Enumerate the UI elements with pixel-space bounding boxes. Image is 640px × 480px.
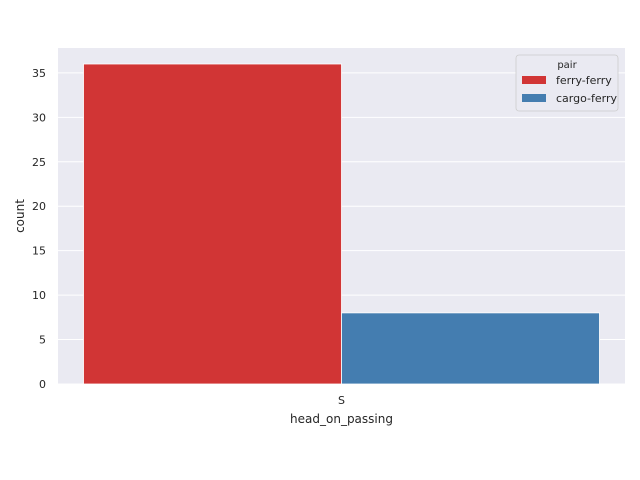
y-tick-label: 25	[32, 156, 46, 169]
bar-cargo-ferry	[341, 312, 600, 385]
y-tick-label: 35	[32, 67, 46, 80]
bar-ferry-ferry	[83, 63, 342, 385]
y-axis-label: count	[13, 199, 27, 233]
legend-swatch-cargo-ferry	[522, 94, 546, 102]
bars	[83, 63, 600, 385]
x-tick-label: S	[338, 394, 345, 407]
y-tick-labels: 0 5 10 15 20 25 30 35	[32, 67, 46, 391]
y-tick-label: 30	[32, 111, 46, 124]
legend-label-cargo-ferry: cargo-ferry	[556, 92, 617, 105]
y-tick-label: 0	[39, 378, 46, 391]
legend-title: pair	[557, 60, 577, 71]
y-tick-label: 10	[32, 289, 46, 302]
y-tick-label: 20	[32, 200, 46, 213]
x-tick-labels: S	[338, 394, 345, 407]
legend-swatch-ferry-ferry	[522, 76, 546, 84]
y-tick-label: 15	[32, 245, 46, 258]
legend: pair ferry-ferry cargo-ferry	[515, 54, 619, 112]
legend-label-ferry-ferry: ferry-ferry	[556, 74, 612, 87]
y-tick-label: 5	[39, 334, 46, 347]
x-axis-label: head_on_passing	[290, 412, 393, 426]
